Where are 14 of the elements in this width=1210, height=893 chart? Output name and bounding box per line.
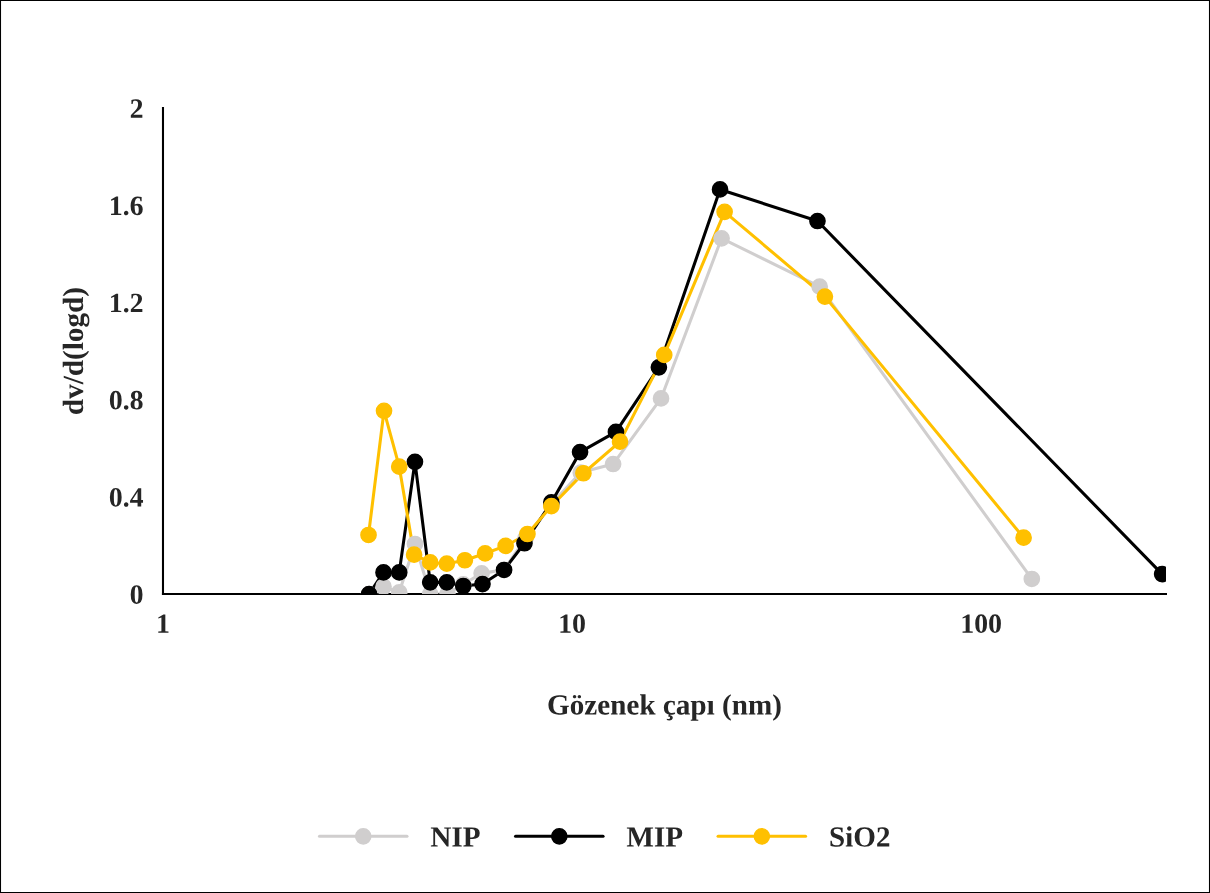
- y-axis-title: dv/d(logd): [62, 288, 90, 414]
- y-tick-label: 1.6: [111, 196, 143, 216]
- legend-label: MIP: [626, 827, 683, 847]
- legend-label: SiO2: [830, 826, 890, 847]
- y-tick-label: 0.4: [109, 487, 144, 507]
- y-tick-label: 0: [130, 585, 143, 604]
- x-axis-title: Gözenek çapı (nm): [548, 694, 781, 721]
- legend-label: NIP: [430, 827, 480, 847]
- x-tick-label: 100: [962, 614, 1001, 634]
- y-tick-label: 1.2: [111, 293, 143, 313]
- y-tick-label: 0.8: [109, 390, 143, 410]
- x-tick-label: 10: [560, 614, 585, 634]
- x-tick-label: 1: [158, 614, 169, 633]
- y-tick-label: 2: [130, 99, 143, 118]
